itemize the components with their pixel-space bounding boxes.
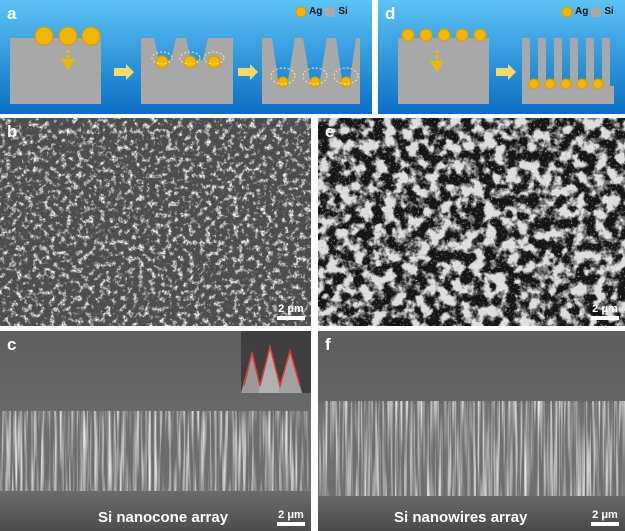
panel-d-schematic: d Ag Si [378, 0, 625, 114]
scale-bar-b: 2 μm [277, 303, 305, 320]
legend-ag-label: Ag [575, 6, 589, 17]
legend-a: Ag Si [309, 6, 348, 17]
legend-si-swatch [325, 6, 336, 17]
panel-b-sem-top-view: b 2 μm [0, 118, 311, 326]
scale-bar-line [277, 316, 305, 320]
sem-image-c [0, 331, 311, 531]
schematic-a-graphic [0, 0, 372, 114]
panel-label-e: e [325, 122, 335, 141]
scale-bar-f: 2 μm [591, 509, 619, 526]
sem-image-b [0, 118, 311, 326]
legend-si-label: Si [338, 6, 348, 17]
caption-f: Si nanowires array [394, 509, 528, 526]
panel-c-sem-cross-section: c Si nanocone array 2 μm [0, 331, 311, 531]
panel-f-sem-cross-section: f Si nanowires array 2 μm [318, 331, 625, 531]
sem-image-f [318, 331, 625, 531]
legend-si-swatch [591, 6, 602, 17]
sem-image-e [318, 118, 625, 326]
scale-bar-label: 2 μm [592, 303, 618, 315]
caption-c: Si nanocone array [98, 509, 229, 526]
scale-bar-line [591, 316, 619, 320]
panel-a-schematic: a Ag Si [0, 0, 372, 114]
panel-e-sem-top-view: e 2 μm [318, 118, 625, 326]
legend-d: Ag Si [575, 6, 614, 17]
scale-bar-label: 2 μm [278, 509, 304, 521]
schematic-d-graphic [378, 0, 625, 114]
panel-label-b: b [7, 122, 18, 141]
legend-ag-label: Ag [309, 6, 323, 17]
panel-label-a: a [7, 4, 17, 23]
scale-bar-label: 2 μm [278, 303, 304, 315]
scale-bar-label: 2 μm [592, 509, 618, 521]
scale-bar-c: 2 μm [277, 509, 305, 526]
scale-bar-e: 2 μm [591, 303, 619, 320]
scale-bar-line [591, 522, 619, 526]
legend-si-label: Si [604, 6, 614, 17]
scale-bar-line [277, 522, 305, 526]
panel-label-d: d [385, 4, 396, 23]
panel-label-f: f [325, 335, 331, 354]
panel-label-c: c [7, 335, 17, 354]
